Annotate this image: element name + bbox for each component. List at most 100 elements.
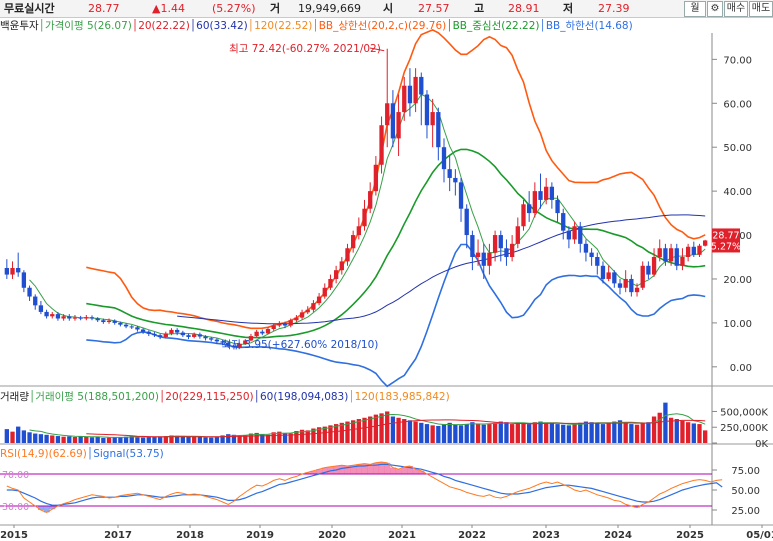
volume-bar (515, 423, 520, 443)
price-legend-item: │BB_상한선(20,2,c)(29.76) (312, 20, 447, 32)
volume-bar (368, 416, 373, 443)
candle-body (21, 272, 27, 288)
volume-bar (651, 416, 657, 443)
volume-bar (135, 437, 140, 443)
volume-bar (600, 424, 606, 443)
volume-bar (691, 423, 696, 443)
current-price: 28.77 (88, 2, 120, 15)
rsi-overbought-fill (367, 464, 374, 474)
rsi-tick-label: 25.00 (731, 506, 760, 517)
candle-body (44, 311, 49, 317)
volume-tick-label: 0K (755, 439, 768, 450)
candle-body (186, 335, 191, 337)
volume-bar (106, 437, 112, 443)
low-label: 저 (563, 2, 574, 15)
candle-body (589, 252, 594, 258)
price-change: ▲1.44 (152, 2, 185, 15)
candle-body (470, 235, 475, 258)
volume-bar (424, 424, 430, 443)
candle-body (640, 265, 645, 288)
signal-line (6, 463, 723, 506)
candle-body (373, 164, 379, 192)
candle-body (112, 320, 117, 323)
candle-body (95, 318, 100, 321)
volume-bar (583, 421, 589, 443)
candle-body (561, 213, 566, 231)
candle-body (72, 317, 78, 319)
volume-bar (481, 424, 486, 443)
candle-body (192, 334, 197, 337)
candle-body (27, 287, 32, 297)
volume-bar (453, 424, 458, 443)
candle-body (407, 85, 413, 104)
volume-bar (316, 427, 322, 443)
volume-bar (101, 437, 106, 443)
volume-bar (458, 425, 464, 443)
volume-bar (260, 434, 265, 443)
candle-body (509, 243, 515, 258)
volume-bar (572, 424, 577, 443)
candle-body (600, 265, 606, 279)
period-button[interactable]: 월 (684, 1, 706, 17)
candle-body (430, 112, 435, 126)
volume-legend: 거래량│거래이평 5(188,501,200)│20(229,115,250)│… (0, 390, 450, 405)
price-change-pct: (5.27%) (212, 2, 256, 15)
volume-bar (180, 436, 185, 443)
candle-body (209, 338, 214, 340)
low-value: 27.39 (598, 2, 630, 15)
volume-bar (538, 421, 543, 443)
rsi-overbought-fill (418, 470, 425, 474)
candle-body (612, 272, 617, 284)
candle-body (277, 323, 282, 326)
candle-body (390, 103, 396, 139)
volume-legend-item: │20(229,115,250) (158, 391, 254, 403)
candle-body (481, 252, 486, 266)
candle-body (345, 248, 350, 262)
candle-body (521, 204, 526, 227)
volume-bar (544, 422, 549, 443)
candle-body (538, 191, 543, 200)
volume-bar (299, 429, 305, 443)
x-tick-label: 2022 (458, 530, 486, 541)
candle-body (697, 245, 702, 255)
volume-bar (55, 436, 61, 443)
price-legend-item: │60(33.42) (189, 20, 248, 32)
rsi-overbought-fill (338, 465, 345, 474)
volume-bar (629, 424, 634, 443)
candle-body (282, 323, 288, 326)
volume-bar (351, 420, 356, 443)
ma5-line (29, 93, 706, 345)
candle-body (152, 333, 157, 336)
candle-body (333, 270, 339, 279)
candle-body (396, 112, 401, 139)
candle-body (248, 336, 254, 341)
volume-bar (209, 437, 214, 443)
volume-bar (129, 436, 134, 443)
volume-bar (623, 422, 628, 443)
candle-body (617, 283, 623, 288)
bb-middle-line (86, 148, 706, 339)
candle-body (464, 208, 469, 236)
rsi-overbought-fill (407, 466, 414, 474)
candle-body (163, 333, 168, 337)
volume-bar (617, 420, 623, 443)
candle-body (527, 204, 532, 214)
candle-body (566, 230, 572, 240)
rsi-overbought-fill (378, 462, 385, 474)
volume-bar (663, 402, 668, 443)
gear-icon[interactable]: ⚙ (707, 1, 723, 17)
candle-body (629, 278, 634, 293)
candle-body (214, 339, 220, 342)
candle-body (504, 248, 509, 258)
volume-bar (10, 431, 15, 443)
candle-body (703, 240, 708, 246)
candle-body (237, 343, 242, 348)
open-value: 27.57 (418, 2, 450, 15)
candle-body (680, 257, 685, 266)
rsi-overbought-fill (356, 464, 362, 474)
volume-bar (146, 437, 151, 443)
candle-body (436, 112, 441, 148)
buy-button[interactable]: 매수 (724, 1, 748, 17)
candle-body (351, 235, 356, 249)
candle-body (402, 85, 407, 113)
